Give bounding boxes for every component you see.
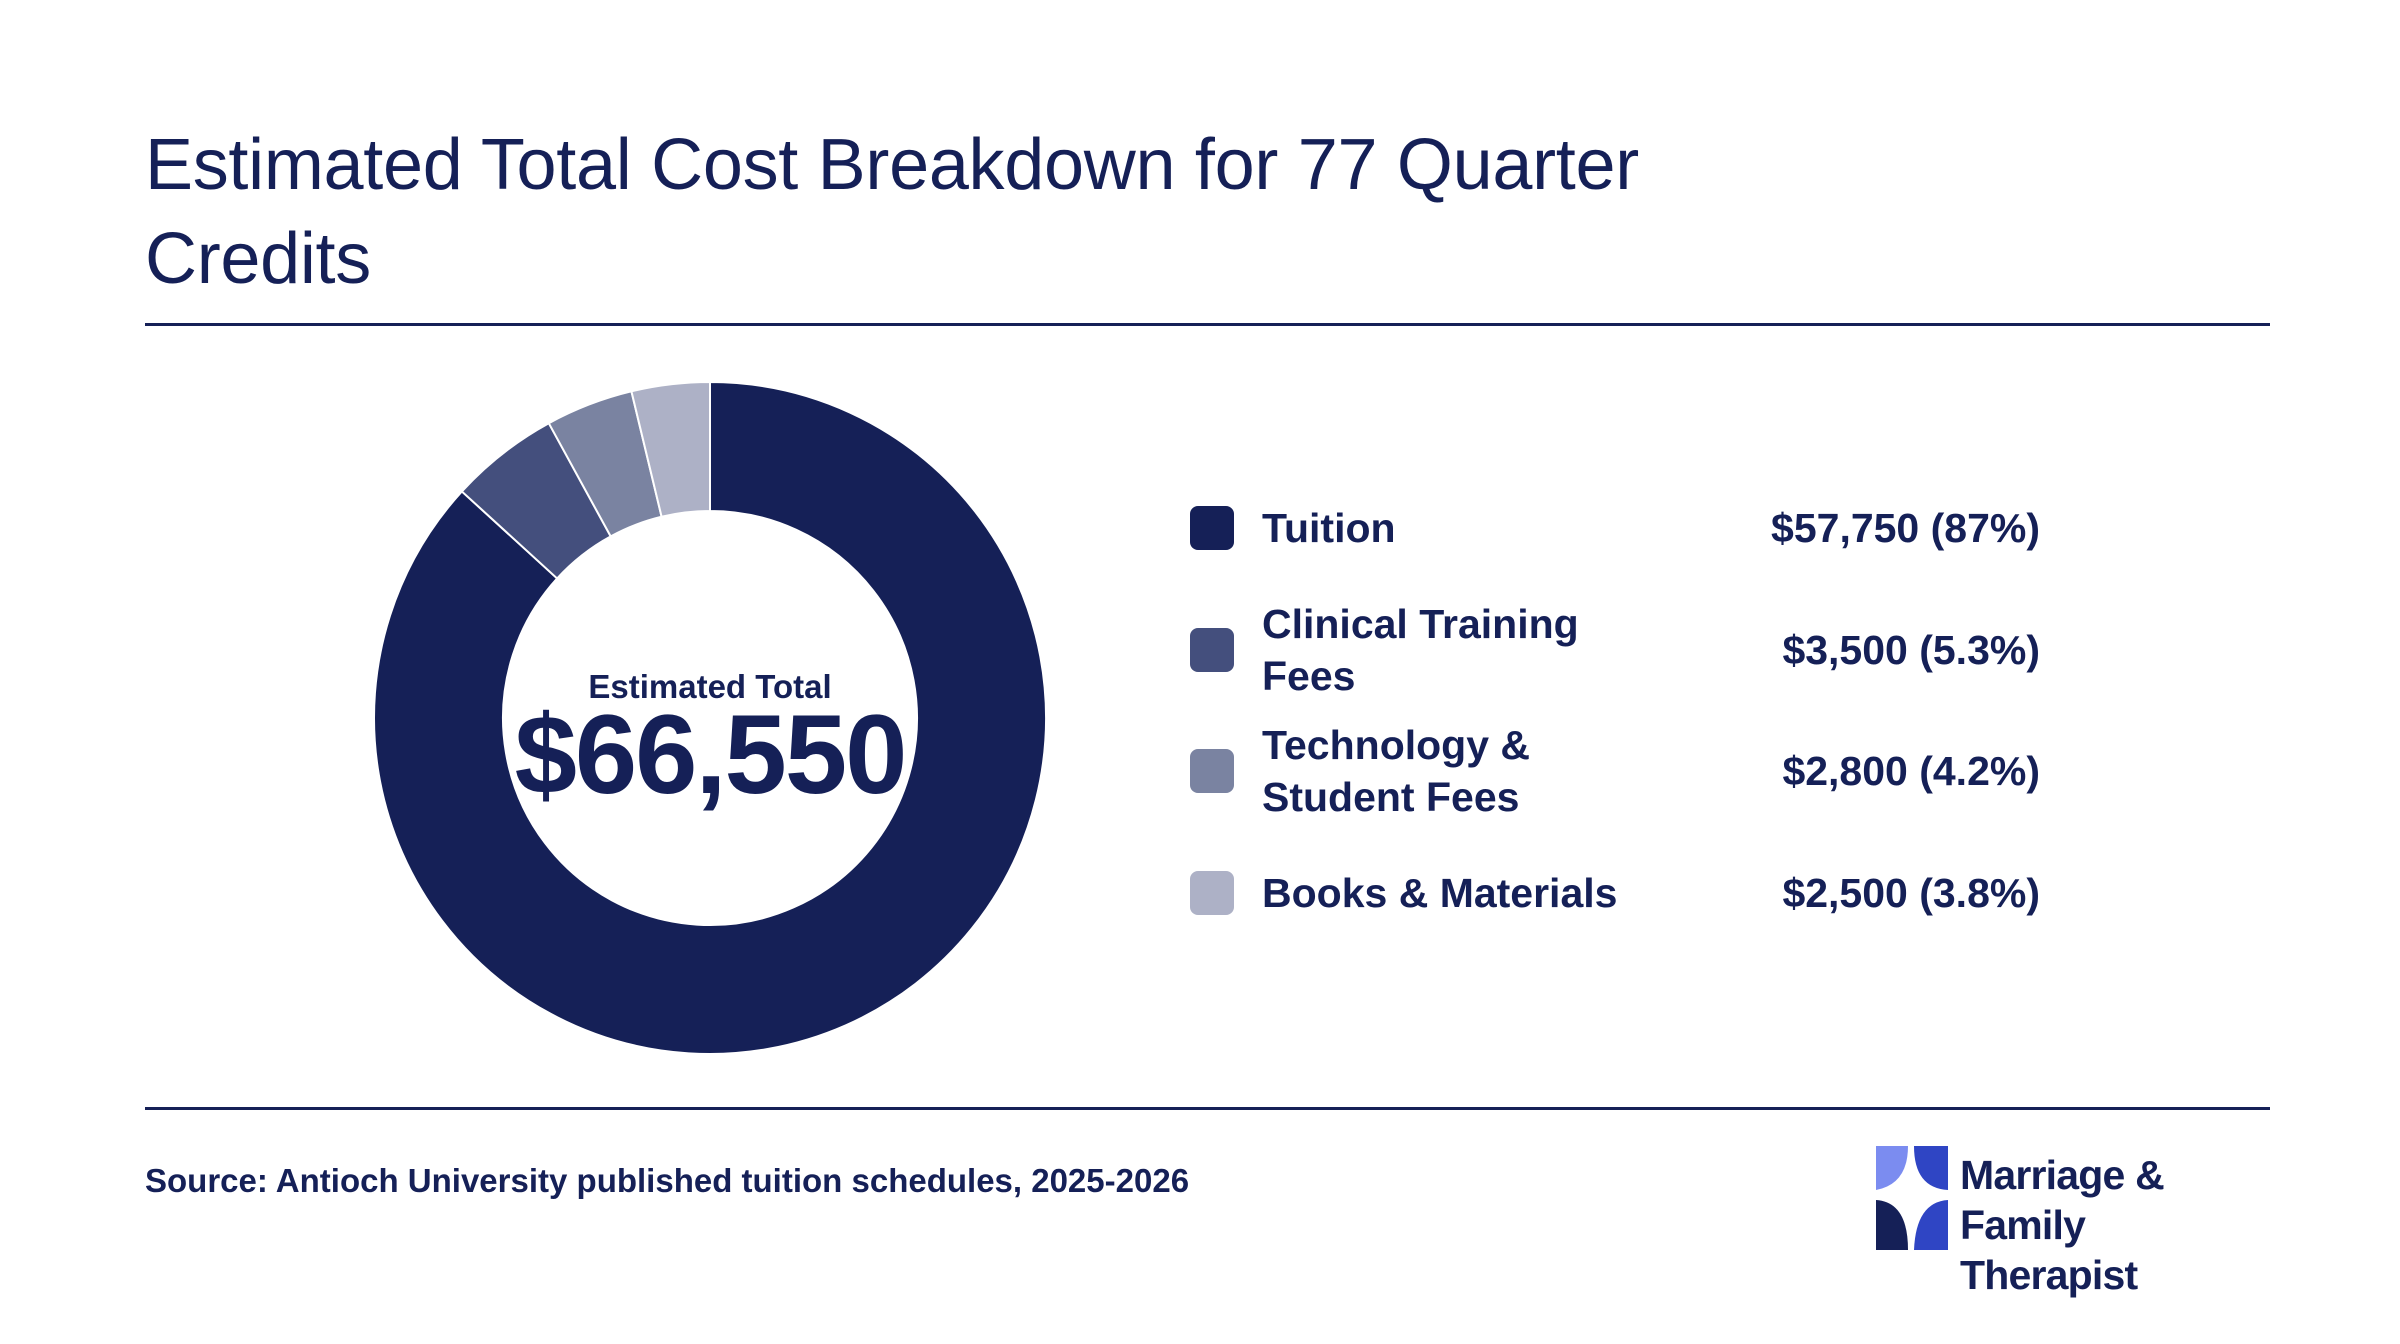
legend-label-line: Fees: [1262, 653, 1356, 699]
center-total-label: Estimated Total: [588, 668, 832, 705]
brand-logo-block: Marriage & Family Therapist: [1874, 1144, 2274, 1298]
legend-swatch: [1190, 628, 1234, 672]
legend-swatch: [1190, 749, 1234, 793]
legend-label: Books & Materials: [1262, 867, 1682, 919]
legend-label: Clinical Training Fees: [1262, 598, 1682, 702]
top-divider: [145, 323, 2270, 326]
logo-petal-top-right: [1914, 1146, 1948, 1190]
legend-value: $57,750 (87%): [1771, 505, 2040, 551]
donut-slice-tuition: [373, 380, 1047, 1055]
center-total-value: $66,550: [514, 692, 908, 817]
brand-name: Marriage & Family Therapist: [1960, 1150, 2280, 1300]
legend-value: $2,800 (4.2%): [1782, 748, 2040, 794]
source-note: Source: Antioch University published tui…: [145, 1162, 1190, 1199]
legend-label: Technology & Student Fees: [1262, 719, 1682, 823]
legend-label-line: Technology &: [1262, 722, 1531, 768]
logo-petal-bottom-right: [1914, 1200, 1948, 1250]
logo-petal-top-left: [1876, 1146, 1908, 1190]
brand-name-line2: Therapist: [1960, 1252, 2138, 1298]
bottom-divider: [145, 1107, 2270, 1110]
legend-item: Clinical Training Fees $3,500 (5.3%): [1190, 595, 2040, 705]
legend-label-line: Tuition: [1262, 505, 1396, 551]
legend-swatch: [1190, 871, 1234, 915]
brand-logo-icon: [1876, 1146, 1948, 1250]
legend-label: Tuition: [1262, 502, 1682, 554]
brand-name-line1: Marriage & Family: [1960, 1152, 2165, 1248]
legend-item: Books & Materials $2,500 (3.8%): [1190, 838, 2040, 948]
chart-title: Estimated Total Cost Breakdown for 77 Qu…: [145, 125, 1639, 299]
logo-petal-bottom-left: [1876, 1200, 1908, 1250]
legend-label-line: Student Fees: [1262, 774, 1520, 820]
legend-item: Tuition $57,750 (87%): [1190, 473, 2040, 583]
legend-item: Technology & Student Fees $2,800 (4.2%): [1190, 716, 2040, 826]
legend-value: $2,500 (3.8%): [1782, 870, 2040, 916]
legend-value: $3,500 (5.3%): [1782, 627, 2040, 673]
donut-slice-books-materials: [630, 380, 711, 518]
legend-label-line: Clinical Training: [1262, 601, 1579, 647]
legend-swatch: [1190, 506, 1234, 550]
legend-label-line: Books & Materials: [1262, 870, 1618, 916]
